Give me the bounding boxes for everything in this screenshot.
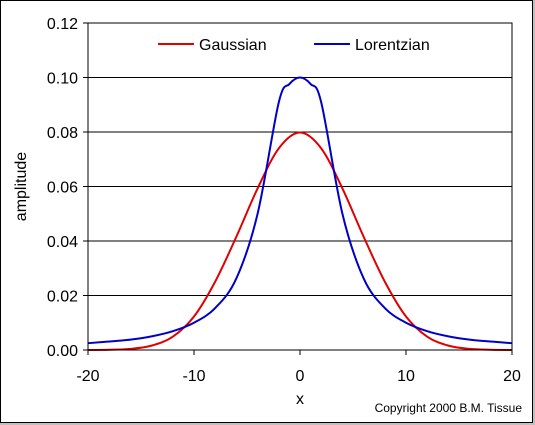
x-tick-label: -10 (182, 368, 205, 385)
x-tick-label: 0 (296, 368, 305, 385)
y-tick-label: 0.08 (47, 125, 78, 142)
x-tick-label: 10 (397, 368, 415, 385)
x-tick-label: -20 (76, 368, 99, 385)
x-tick-label: 20 (503, 368, 521, 385)
x-axis-label: x (296, 391, 304, 408)
y-tick-label: 0.04 (47, 234, 78, 251)
series-layer (87, 76, 513, 351)
y-tick-label: 0.12 (47, 16, 78, 33)
gridlines (88, 22, 512, 351)
tick-labels: 0.00 0.02 0.04 0.06 0.08 0.10 0.12 -20 -10 0 10 20 (47, 16, 521, 385)
y-tick-label: 0.00 (47, 343, 78, 360)
y-tick-label: 0.10 (47, 71, 78, 88)
legend: Gaussian Lorentzian (158, 37, 430, 54)
legend-label-lorentzian: Lorentzian (355, 37, 430, 54)
copyright-note: Copyright 2000 B.M. Tissue (375, 401, 523, 415)
y-tick-label: 0.02 (47, 289, 78, 306)
y-axis-label: amplitude (13, 152, 30, 221)
y-tick-label: 0.06 (47, 180, 78, 197)
series-line-lorentzian (87, 76, 513, 345)
legend-label-gaussian: Gaussian (199, 37, 267, 54)
